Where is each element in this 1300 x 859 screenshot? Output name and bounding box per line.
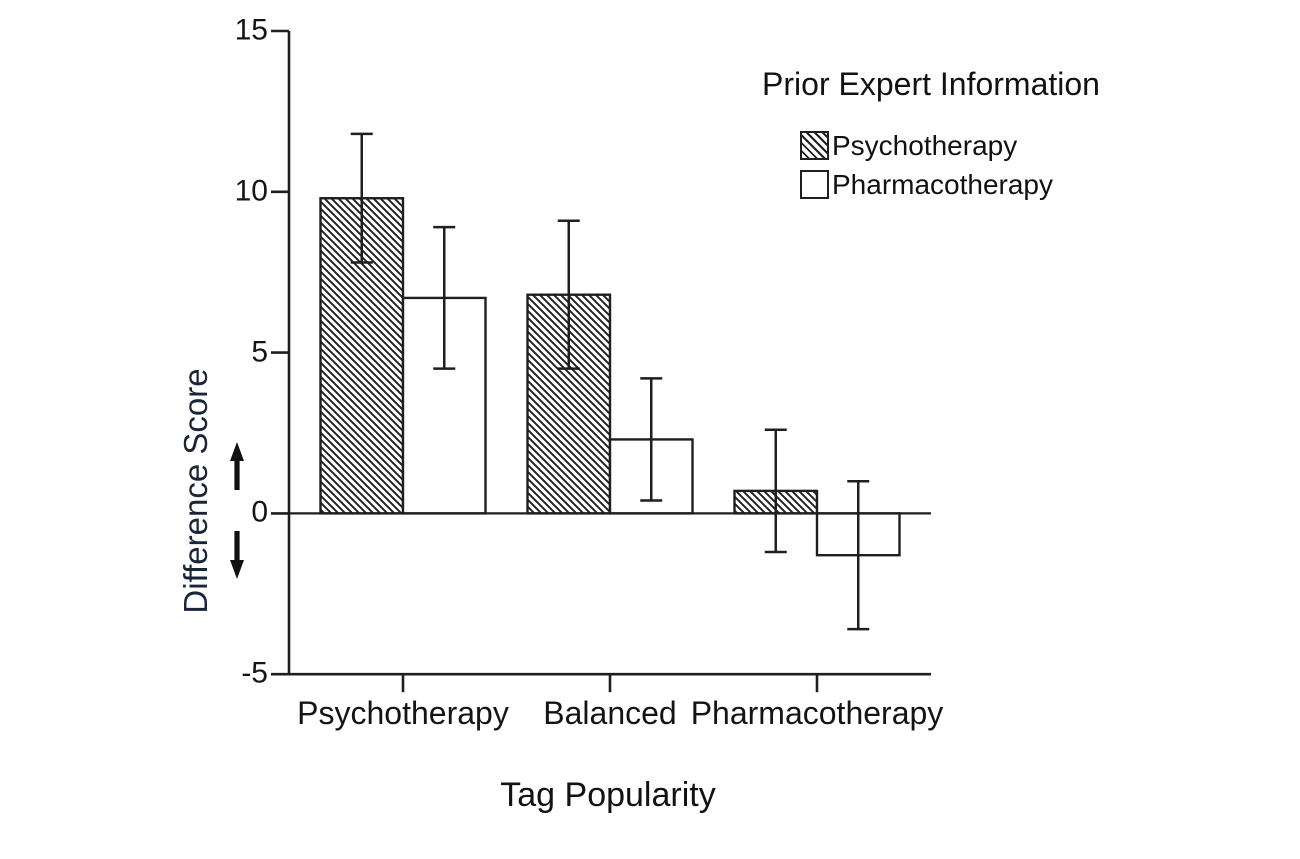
y-tick-label: 15 xyxy=(234,13,268,47)
x-axis-title: Tag Popularity xyxy=(500,776,716,814)
category-label: Balanced xyxy=(543,695,677,731)
down-arrow-icon xyxy=(230,531,244,579)
y-axis-title: Difference Score xyxy=(177,368,214,614)
error-bar-psychotherapy-psychotherapy xyxy=(350,132,373,264)
up-arrow-icon xyxy=(230,442,244,490)
y-tick-label: 10 xyxy=(234,174,268,208)
error-bar-psychotherapy-pharmacotherapy xyxy=(764,428,787,554)
category-label: Pharmacotherapy xyxy=(690,695,944,731)
y-tick-label: 5 xyxy=(251,334,268,368)
y-tick-label: -5 xyxy=(241,656,268,690)
error-bar-pharmacotherapy-pharmacotherapy xyxy=(847,479,870,631)
y-tick-label: 0 xyxy=(251,495,268,529)
plot-area xyxy=(271,29,931,693)
category-label: Psychotherapy xyxy=(297,695,509,731)
error-bar-pharmacotherapy-balanced xyxy=(640,377,663,502)
error-bar-pharmacotherapy-psychotherapy xyxy=(433,225,456,370)
error-bar-psychotherapy-balanced xyxy=(557,219,580,370)
